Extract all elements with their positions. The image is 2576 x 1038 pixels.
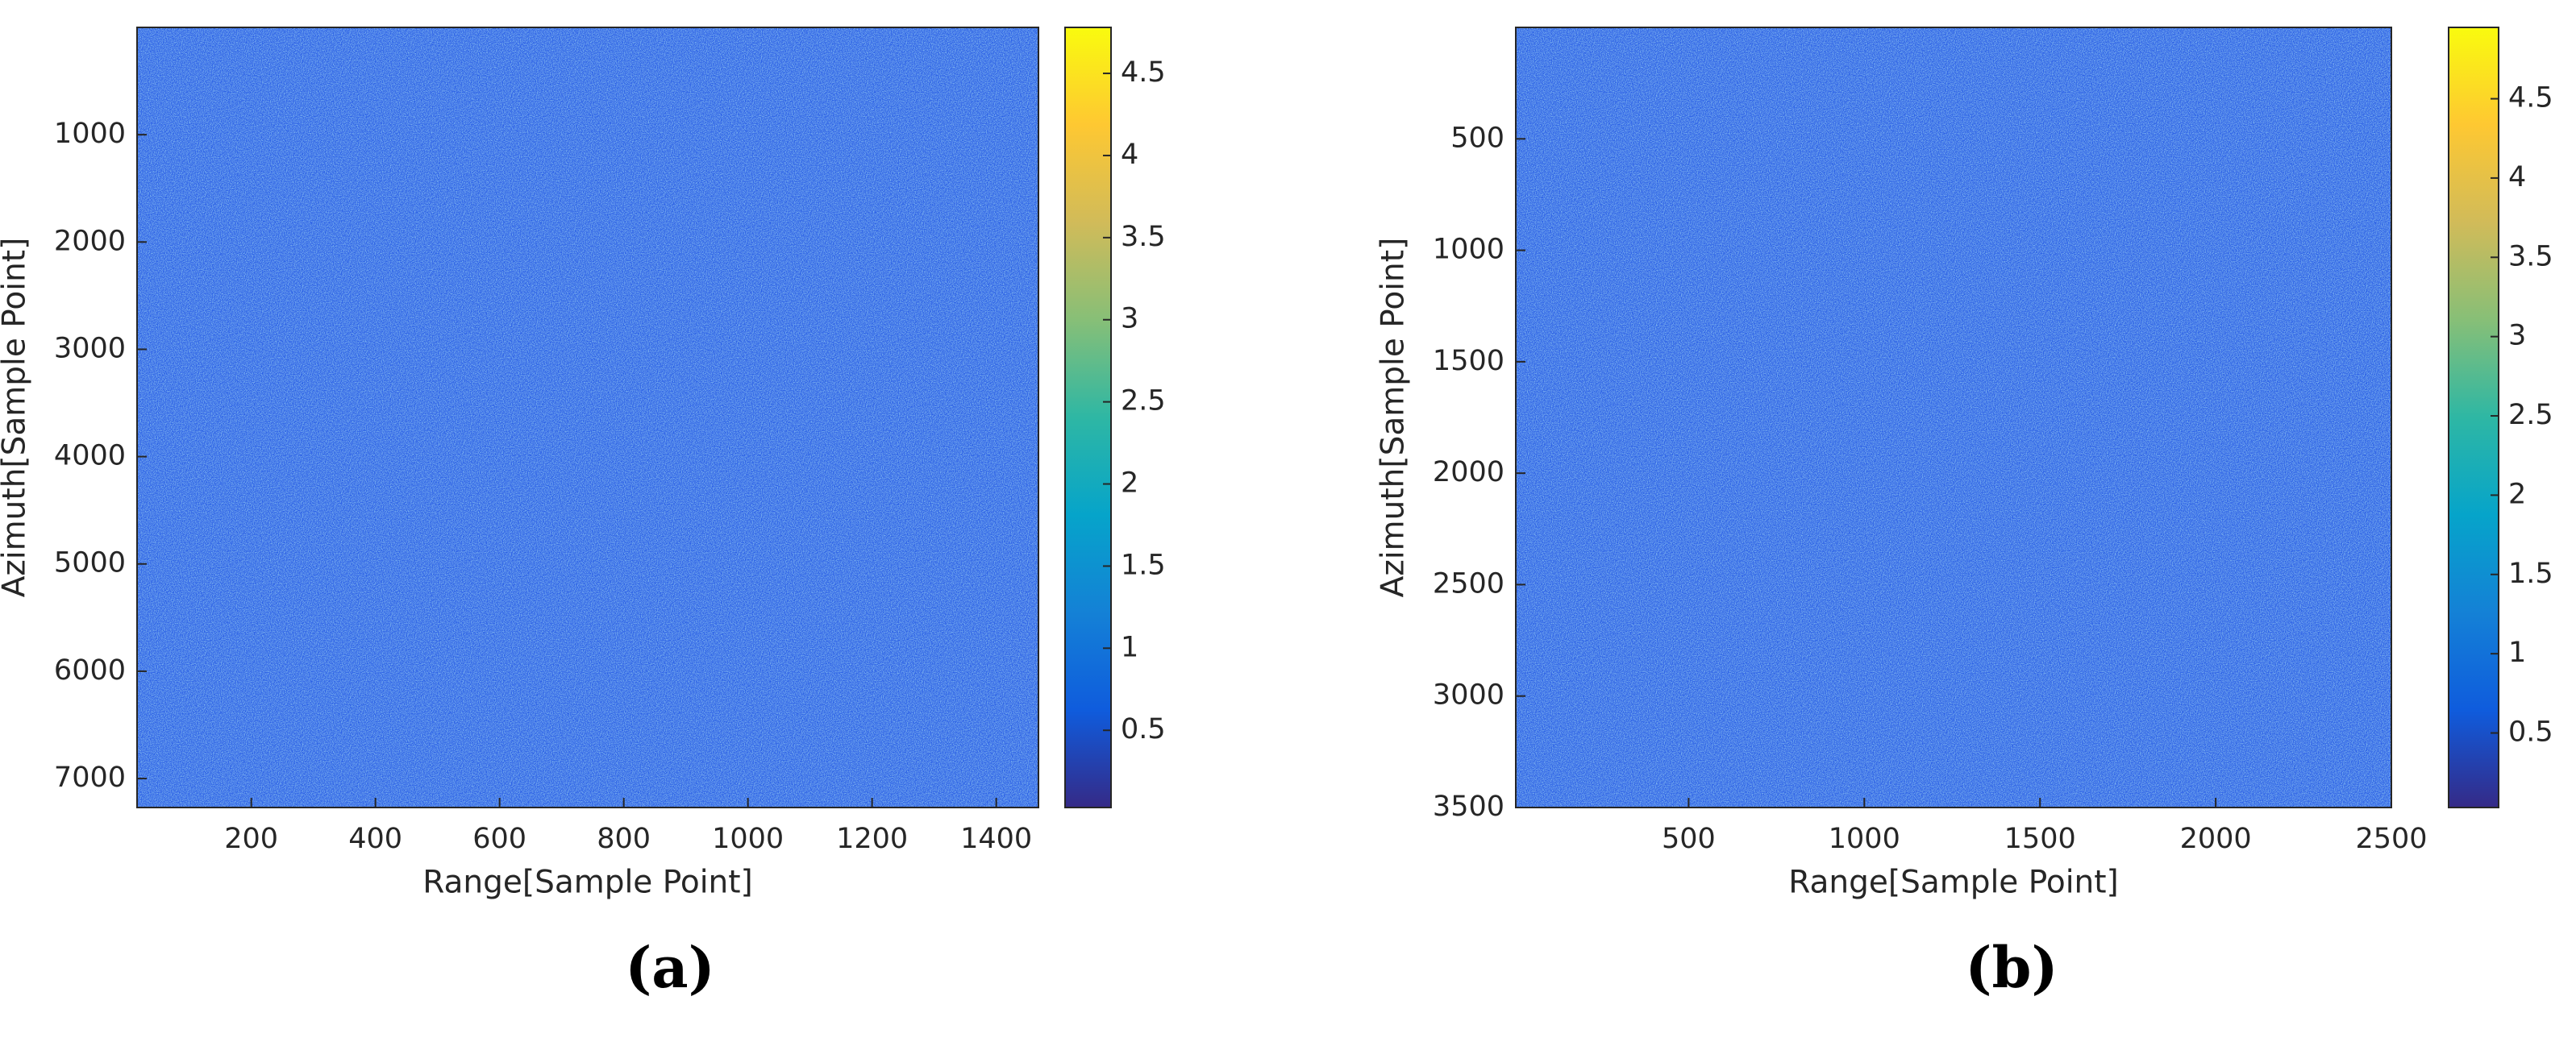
x-tick-label: 500 — [1662, 823, 1716, 855]
colorbar-tick-label: 4.5 — [2508, 82, 2553, 114]
colorbar-tick-label: 3.5 — [1121, 221, 1166, 253]
y-tick-label: 2000 — [1433, 456, 1504, 488]
colorbar — [1065, 27, 1111, 808]
y-tick-label: 2000 — [54, 225, 126, 257]
colorbar-tick-label: 0.5 — [1121, 713, 1166, 745]
colorbar-tick-label: 4.5 — [1121, 56, 1166, 89]
x-tick-label: 2000 — [2180, 823, 2252, 855]
panel-label: (a) — [625, 934, 715, 1001]
colorbar-tick-label: 2 — [1121, 467, 1138, 500]
y-tick-label: 1000 — [54, 118, 126, 150]
y-tick-label: 1000 — [1433, 234, 1504, 266]
colorbar-tick-label: 3 — [2508, 320, 2526, 352]
x-tick-label: 2500 — [2355, 823, 2427, 855]
y-tick-label: 2500 — [1433, 567, 1504, 600]
colorbar-tick-label: 1 — [2508, 637, 2526, 669]
x-axis-label: Range[Sample Point] — [1788, 865, 2119, 901]
y-tick-label: 4000 — [54, 440, 126, 472]
plot-frame — [1515, 27, 2392, 808]
colorbar-tick-label: 3.5 — [2508, 240, 2553, 272]
colorbar-tick-label: 2.5 — [2508, 399, 2553, 431]
y-axis-label: Azimuth[Sample Point] — [1375, 238, 1412, 598]
y-tick-label: 1500 — [1433, 345, 1504, 377]
colorbar-tick-label: 4 — [2508, 161, 2526, 193]
y-tick-label: 3000 — [54, 332, 126, 364]
plot-frame — [136, 27, 1039, 808]
x-axis-label: Range[Sample Point] — [422, 865, 753, 901]
colorbar-tick-label: 2.5 — [1121, 385, 1166, 417]
colorbar-tick-label: 0.5 — [2508, 716, 2553, 749]
x-tick-label: 1500 — [2004, 823, 2076, 855]
x-tick-label: 1000 — [1829, 823, 1900, 855]
colorbar-frame — [2448, 27, 2499, 808]
y-tick-label: 3500 — [1433, 791, 1504, 823]
heatmap-image — [1516, 27, 2391, 808]
colorbar — [2449, 27, 2499, 808]
x-tick-label: 1400 — [960, 823, 1032, 855]
colorbar-tick-label: 2 — [2508, 478, 2526, 510]
colorbar-tick-label: 4 — [1121, 139, 1138, 171]
x-tick-label: 1200 — [836, 823, 908, 855]
colorbar-tick-label: 3 — [1121, 303, 1138, 335]
colorbar-tick-label: 1 — [1121, 631, 1138, 663]
x-tick-label: 1000 — [712, 823, 784, 855]
heatmap-image — [137, 27, 1038, 808]
x-tick-label: 600 — [472, 823, 526, 855]
y-tick-label: 7000 — [54, 762, 126, 794]
y-tick-label: 6000 — [54, 654, 126, 687]
y-tick-label: 5000 — [54, 547, 126, 579]
y-axis-label: Azimuth[Sample Point] — [0, 238, 33, 598]
x-tick-label: 200 — [224, 823, 278, 855]
y-tick-label: 500 — [1450, 122, 1504, 154]
y-tick-label: 3000 — [1433, 679, 1504, 712]
panel-label: (b) — [1965, 934, 2058, 1001]
colorbar-tick-label: 1.5 — [2508, 558, 2553, 590]
x-tick-label: 400 — [348, 823, 402, 855]
colorbar-tick-label: 1.5 — [1121, 549, 1166, 581]
colorbar-frame — [1064, 27, 1112, 808]
x-tick-label: 800 — [597, 823, 651, 855]
